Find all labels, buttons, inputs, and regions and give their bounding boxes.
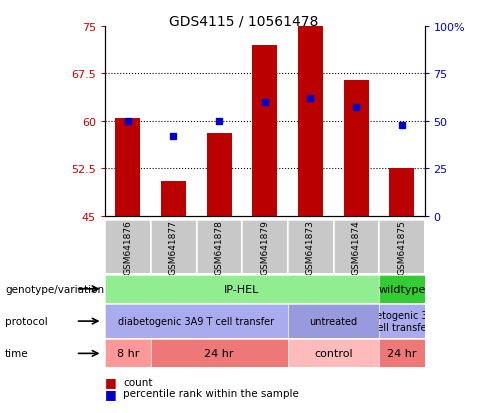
Text: time: time <box>5 349 28 358</box>
Text: GSM641876: GSM641876 <box>123 220 132 274</box>
Text: diabetogenic 3A9 T cell transfer: diabetogenic 3A9 T cell transfer <box>118 316 274 326</box>
Bar <box>344 81 368 216</box>
Text: genotype/variation: genotype/variation <box>5 284 104 294</box>
Text: wildtype: wildtype <box>378 284 426 294</box>
Text: GSM641878: GSM641878 <box>215 220 224 274</box>
Text: GSM641875: GSM641875 <box>397 220 406 274</box>
Text: 24 hr: 24 hr <box>387 349 416 358</box>
Bar <box>252 46 277 216</box>
Text: untreated: untreated <box>309 316 357 326</box>
Bar <box>161 181 186 216</box>
Text: GSM641874: GSM641874 <box>351 220 361 274</box>
Text: IP-HEL: IP-HEL <box>224 284 260 294</box>
Text: protocol: protocol <box>5 316 48 326</box>
Text: percentile rank within the sample: percentile rank within the sample <box>123 388 299 398</box>
Text: ■: ■ <box>105 375 117 389</box>
Text: count: count <box>123 377 153 387</box>
Bar <box>389 169 414 216</box>
Bar <box>298 27 323 216</box>
Bar <box>206 134 232 216</box>
Text: GSM641877: GSM641877 <box>169 220 178 274</box>
Text: ■: ■ <box>105 387 117 400</box>
Text: GDS4115 / 10561478: GDS4115 / 10561478 <box>169 14 319 28</box>
Text: 8 hr: 8 hr <box>117 349 139 358</box>
Text: diabetogenic 3A9 T
cell transfer: diabetogenic 3A9 T cell transfer <box>355 311 449 332</box>
Text: GSM641879: GSM641879 <box>260 220 269 274</box>
Text: GSM641873: GSM641873 <box>306 220 315 274</box>
Text: control: control <box>314 349 352 358</box>
Text: 24 hr: 24 hr <box>204 349 234 358</box>
Bar <box>115 118 141 216</box>
